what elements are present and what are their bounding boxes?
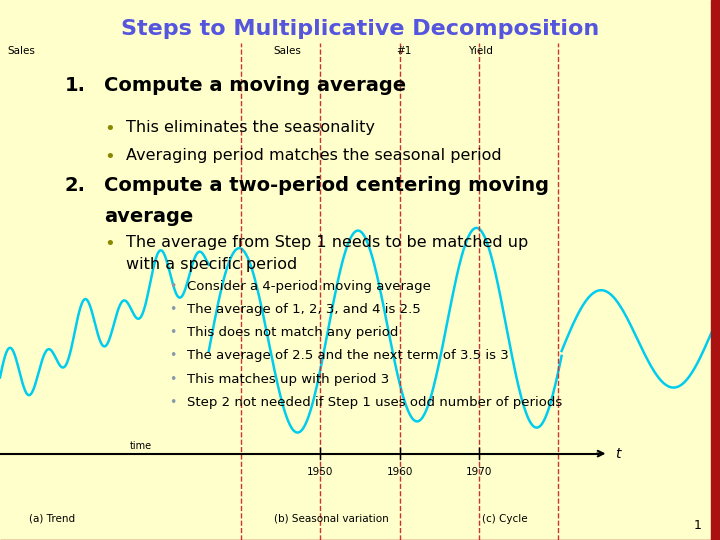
Text: (c) Cycle: (c) Cycle <box>482 514 528 524</box>
Text: 1: 1 <box>694 519 702 532</box>
Text: t: t <box>616 447 621 461</box>
Text: •: • <box>104 120 115 138</box>
Text: Steps to Multiplicative Decomposition: Steps to Multiplicative Decomposition <box>121 19 599 39</box>
Text: The average from Step 1 needs to be matched up: The average from Step 1 needs to be matc… <box>126 235 528 251</box>
Text: Compute a two-period centering moving: Compute a two-period centering moving <box>104 176 549 195</box>
Bar <box>711 0 720 540</box>
Text: •: • <box>169 349 176 362</box>
Text: average: average <box>104 207 194 226</box>
Text: 1960: 1960 <box>387 467 413 477</box>
Text: •: • <box>169 373 176 386</box>
Text: (a) Trend: (a) Trend <box>29 514 75 524</box>
Text: 2.: 2. <box>65 176 86 195</box>
Text: •: • <box>169 280 176 293</box>
Text: Sales: Sales <box>7 46 35 56</box>
Text: Compute a moving average: Compute a moving average <box>104 76 407 94</box>
Text: •: • <box>104 235 115 253</box>
Text: #1: #1 <box>396 46 411 56</box>
Text: Sales: Sales <box>274 46 302 56</box>
Text: This eliminates the seasonality: This eliminates the seasonality <box>126 120 375 135</box>
Text: 1970: 1970 <box>466 467 492 477</box>
Text: (b) Seasonal variation: (b) Seasonal variation <box>274 514 388 524</box>
Text: This matches up with period 3: This matches up with period 3 <box>187 373 390 386</box>
Text: •: • <box>169 396 176 409</box>
Text: Averaging period matches the seasonal period: Averaging period matches the seasonal pe… <box>126 148 502 163</box>
Text: Step 2 not needed if Step 1 uses odd number of periods: Step 2 not needed if Step 1 uses odd num… <box>187 396 562 409</box>
Text: This does not match any period: This does not match any period <box>187 326 399 339</box>
Text: 1950: 1950 <box>307 467 333 477</box>
Text: Yield: Yield <box>468 46 493 56</box>
Text: The average of 1, 2, 3, and 4 is 2.5: The average of 1, 2, 3, and 4 is 2.5 <box>187 303 421 316</box>
Text: with a specific period: with a specific period <box>126 256 297 272</box>
Text: Consider a 4-period moving average: Consider a 4-period moving average <box>187 280 431 293</box>
Text: •: • <box>169 303 176 316</box>
Text: 1.: 1. <box>65 76 86 94</box>
Text: •: • <box>169 326 176 339</box>
Text: time: time <box>130 441 152 451</box>
Text: •: • <box>104 148 115 166</box>
Text: The average of 2.5 and the next term of 3.5 is 3: The average of 2.5 and the next term of … <box>187 349 509 362</box>
